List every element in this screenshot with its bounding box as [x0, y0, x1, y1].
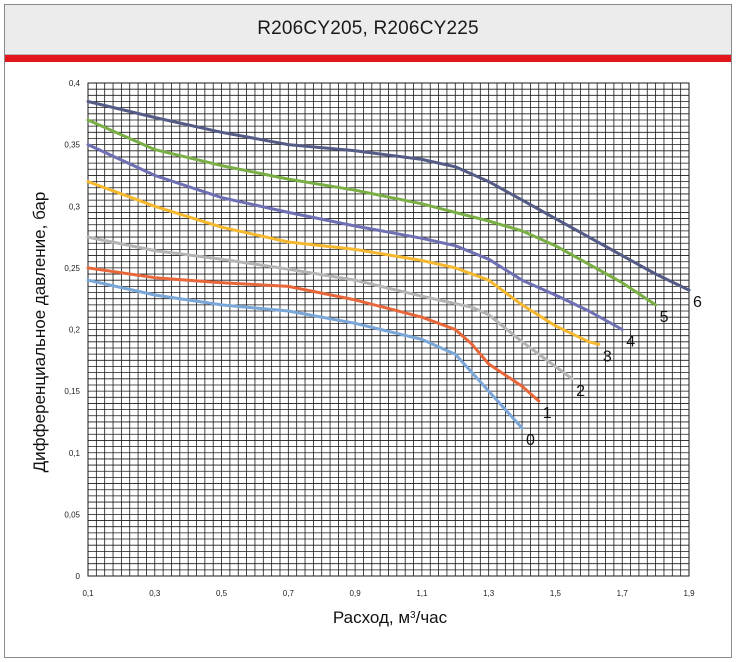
series-label-4: 4	[626, 334, 635, 351]
x-axis-title: Расход, м3/час	[333, 608, 448, 627]
x-tick-label: 1,9	[683, 589, 695, 598]
series-line-3	[86, 180, 601, 346]
y-axis-title: Дифференциальное давление, бар	[30, 192, 49, 473]
y-tick-label: 0,1	[69, 449, 81, 458]
series-lines	[86, 100, 691, 430]
series-label-2: 2	[576, 383, 585, 400]
plot-border	[87, 82, 690, 577]
chart-title: R206CY205, R206CY225	[257, 18, 479, 39]
y-tick-label: 0,35	[64, 141, 80, 150]
grid	[87, 82, 690, 577]
series-label-3: 3	[603, 348, 612, 365]
x-tick-label: 1,5	[550, 589, 562, 598]
y-tick-label: 0,05	[64, 510, 80, 519]
series-label-6: 6	[693, 294, 702, 311]
tick-labels: 0,1 0,3 0,5 0,7 0,9 1,1 1,3 1,5 1,7 1,9 0 0,05 0,1 0,…	[64, 79, 695, 598]
series-label-5: 5	[660, 309, 669, 326]
x-tick-label: 0,7	[283, 589, 295, 598]
series-line-0	[86, 278, 524, 430]
curve-labels: 01 2 34 5 6	[526, 294, 702, 449]
series-line-2	[86, 235, 574, 381]
y-tick-label: 0,4	[69, 79, 81, 88]
series-line-5	[86, 118, 658, 307]
series-label-0: 0	[526, 432, 535, 449]
series-line-4	[86, 143, 624, 331]
accent-bar	[5, 55, 731, 62]
x-tick-label: 0,1	[82, 589, 94, 598]
series-label-1: 1	[543, 405, 552, 422]
x-tick-label: 0,9	[350, 589, 362, 598]
x-tick-label: 0,5	[216, 589, 228, 598]
chart-frame: R206CY205, R206CY225	[4, 4, 732, 658]
y-tick-label: 0	[76, 572, 81, 581]
y-tick-label: 0,3	[69, 202, 81, 211]
series-line-1	[86, 266, 541, 403]
title-bar: R206CY205, R206CY225	[5, 5, 731, 55]
x-tick-label: 1,7	[617, 589, 629, 598]
y-tick-label: 0,15	[64, 387, 80, 396]
x-tick-label: 0,3	[149, 589, 161, 598]
y-tick-label: 0,25	[64, 264, 80, 273]
series-line-6	[86, 100, 691, 292]
x-tick-label: 1,3	[483, 589, 495, 598]
y-tick-label: 0,2	[69, 326, 81, 335]
x-tick-label: 1,1	[416, 589, 428, 598]
